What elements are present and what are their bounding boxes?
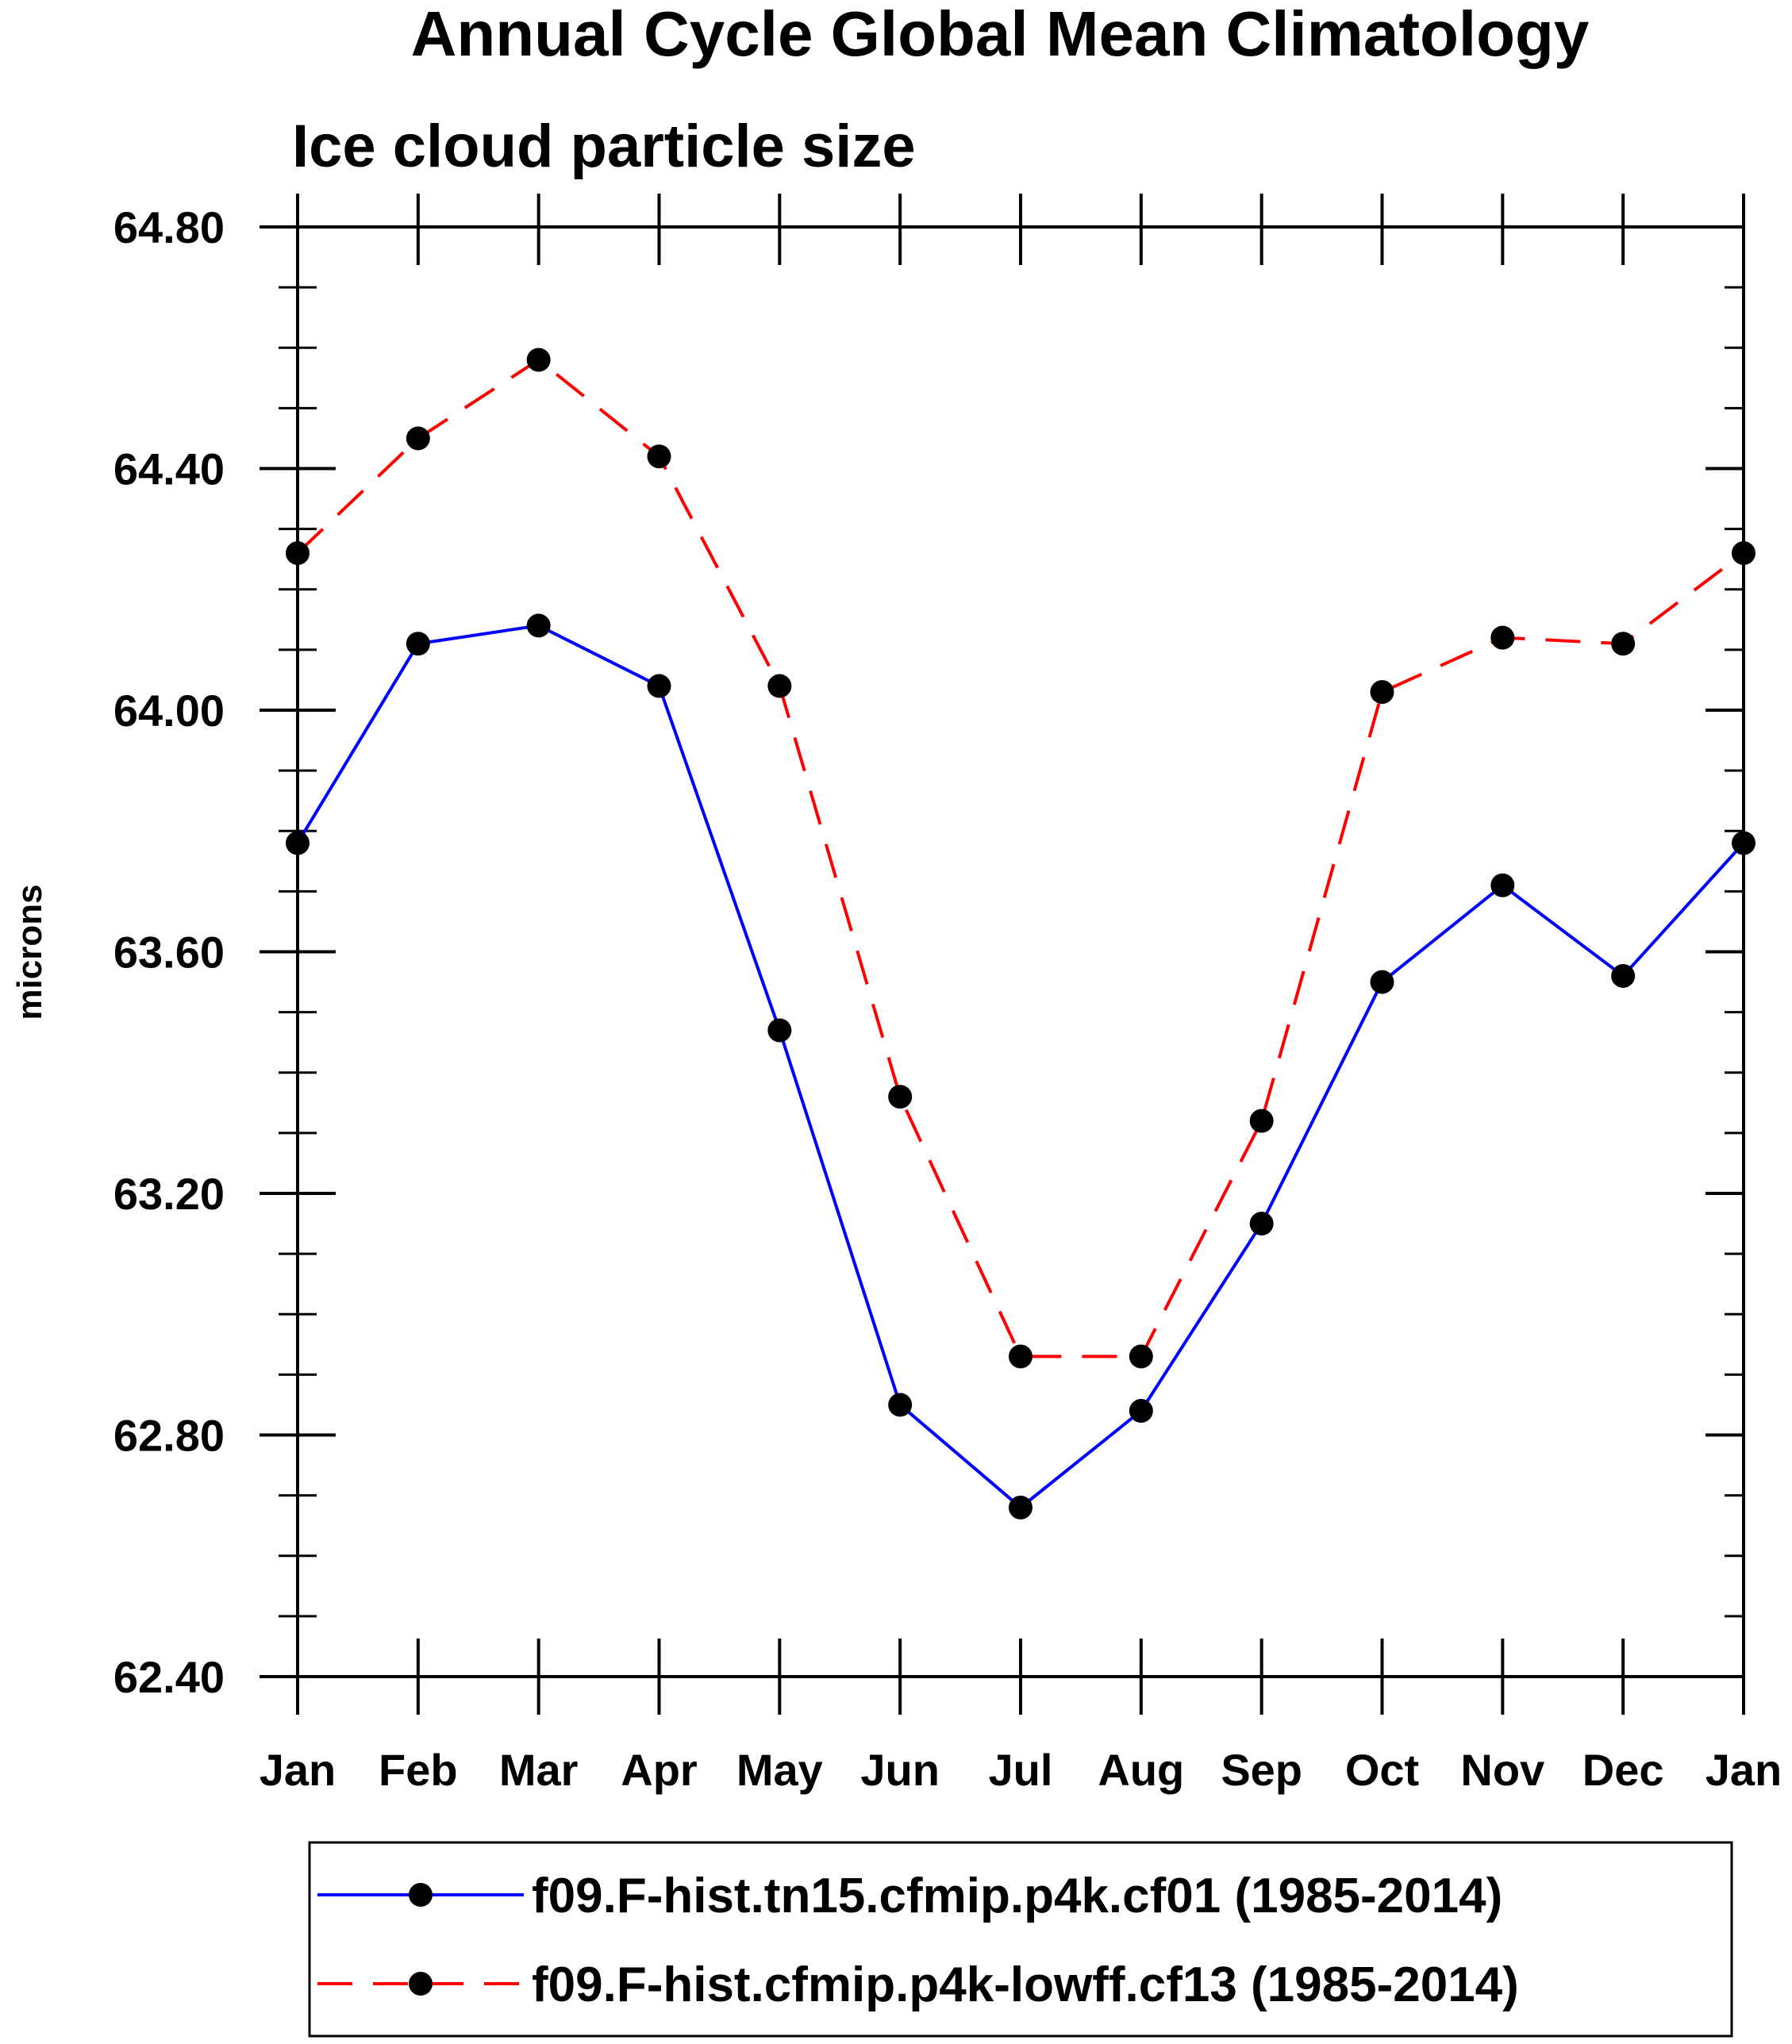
x-tick-label: Jan xyxy=(1705,1745,1782,1795)
legend-label-series-2: f09.F-hist.cfmip.p4k-lowff.cf13 (1985-20… xyxy=(532,1958,1519,2012)
x-tick-label: Feb xyxy=(379,1745,458,1795)
series-2-point xyxy=(1370,680,1394,705)
chart-title: Annual Cycle Global Mean Climatology xyxy=(411,0,1590,69)
y-tick-label: 63.20 xyxy=(113,1169,225,1219)
x-tick-label: Sep xyxy=(1221,1745,1302,1795)
y-axis-label: microns xyxy=(10,884,49,1020)
legend-box xyxy=(308,1841,1733,2038)
series-2-point xyxy=(888,1085,913,1109)
series-1-point xyxy=(1611,963,1636,988)
y-tick-label: 62.80 xyxy=(113,1411,225,1461)
y-tick-label: 64.80 xyxy=(113,202,225,252)
x-tick-label: Jan xyxy=(260,1745,336,1795)
series-2-point xyxy=(1490,625,1515,650)
y-tick-label: 62.40 xyxy=(113,1652,225,1702)
legend-label-series-1: f09.F-hist.tn15.cfmip.p4k.cf01 (1985-201… xyxy=(532,1869,1502,1923)
series-lines xyxy=(296,358,1745,1510)
x-tick-label: Oct xyxy=(1345,1745,1419,1795)
x-tick-label: Nov xyxy=(1460,1745,1544,1795)
x-tick-label: Mar xyxy=(499,1745,579,1795)
plot-frame xyxy=(296,225,1745,1678)
axis-ticks xyxy=(260,194,1745,1715)
series-1-point xyxy=(647,674,671,698)
series-2-point xyxy=(1129,1344,1153,1369)
series-1-point xyxy=(1249,1212,1274,1236)
series-2-point xyxy=(1611,632,1636,656)
series-2-point xyxy=(526,348,551,372)
series-1-point xyxy=(888,1393,913,1417)
x-tick-label: Jul xyxy=(989,1745,1053,1795)
series-1-point xyxy=(1490,873,1515,897)
series-1-point xyxy=(1009,1495,1033,1520)
series-1-point xyxy=(1129,1399,1153,1424)
x-tick-labels: Jan Feb Mar Apr May Jun Jul Aug Sep Oct Nov Dec Jan xyxy=(260,1745,1782,1795)
series-line-1 xyxy=(296,624,1745,1510)
x-tick-label: May xyxy=(736,1745,823,1795)
x-tick-label: Dec xyxy=(1582,1745,1664,1795)
series-2-point xyxy=(647,444,671,469)
legend: f09.F-hist.tn15.cfmip.p4k.cf01 (1985-201… xyxy=(308,1841,1733,2038)
x-tick-label: Aug xyxy=(1098,1745,1184,1795)
series-1-point xyxy=(526,613,551,638)
y-tick-label: 64.00 xyxy=(113,686,225,736)
legend-marker-series-2 xyxy=(409,1972,433,1996)
series-line-2 xyxy=(296,358,1745,1358)
series-markers xyxy=(286,348,1755,1520)
series-2-point xyxy=(767,674,792,698)
series-2-point xyxy=(1249,1108,1274,1133)
x-tick-label: Jun xyxy=(860,1745,940,1795)
x-tick-label: Apr xyxy=(621,1745,697,1795)
legend-marker-series-1 xyxy=(409,1883,433,1907)
y-tick-labels: 62.40 62.80 63.20 63.60 64.00 64.40 64.80 xyxy=(113,202,225,1702)
series-2-point xyxy=(1009,1344,1033,1369)
series-2-point xyxy=(406,426,430,451)
series-1-point xyxy=(406,632,430,656)
series-1-point xyxy=(767,1018,792,1043)
y-tick-label: 64.40 xyxy=(113,444,225,494)
chart-subtitle: Ice cloud particle size xyxy=(292,113,916,180)
y-tick-label: 63.60 xyxy=(113,928,225,978)
series-1-point xyxy=(1370,970,1394,994)
